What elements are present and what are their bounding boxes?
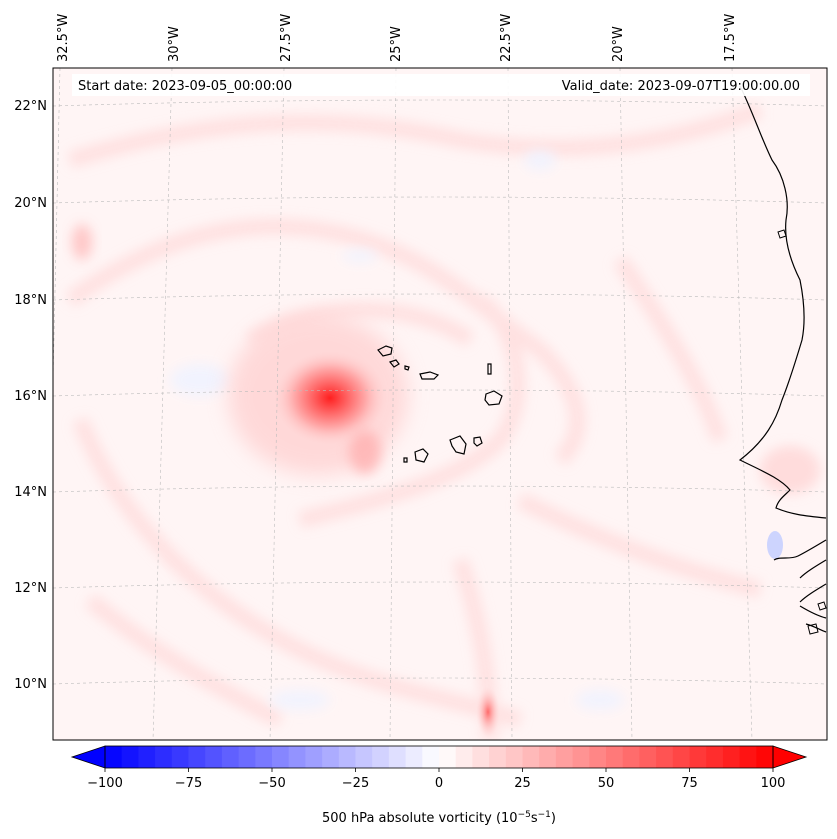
- colorbar-segment: [138, 746, 156, 768]
- lon-label: 20°W: [611, 26, 626, 62]
- colorbar-segment: [338, 746, 356, 768]
- colorbar-tick-label: 25: [514, 776, 531, 791]
- colorbar-tick-label: 0: [435, 776, 443, 791]
- lon-label: 32.5°W: [56, 14, 71, 62]
- map-frame: [52, 67, 828, 741]
- lat-label: 12°N: [14, 581, 47, 596]
- start-date-label: Start date: 2023-09-05_00:00:00: [78, 79, 292, 94]
- colorbar-segment: [739, 746, 757, 768]
- colorbar-segment: [121, 746, 139, 768]
- colorbar-segment: [155, 746, 173, 768]
- northwest-max: [72, 224, 92, 260]
- coastal-negative: [767, 531, 783, 559]
- colorbar-segment: [171, 746, 189, 768]
- lat-label: 10°N: [14, 677, 47, 692]
- colorbar-segment: [589, 746, 607, 768]
- colorbar-tick-label: 100: [761, 776, 786, 791]
- colorbar-tick-label: 75: [681, 776, 698, 791]
- vorticity-field: [53, 68, 827, 740]
- colorbar-segment: [505, 746, 523, 768]
- colorbar-segment: [472, 746, 490, 768]
- lon-label: 17.5°W: [723, 14, 738, 62]
- colorbar-segment: [756, 746, 774, 768]
- colorbar-segment: [639, 746, 657, 768]
- colorbar-tick-label: −75: [175, 776, 202, 791]
- colorbar-segment: [555, 746, 573, 768]
- date-banner: [72, 74, 810, 96]
- lon-label: 25°W: [389, 26, 404, 62]
- colorbar-segment: [489, 746, 507, 768]
- cyclone-tail: [349, 430, 381, 474]
- colorbar-segment: [188, 746, 206, 768]
- africa-islands: [777, 229, 827, 635]
- colorbar-segment: [255, 746, 273, 768]
- graticule: [53, 68, 827, 740]
- colorbar-segment: [622, 746, 640, 768]
- colorbar-segment: [706, 746, 724, 768]
- valid-date-label: Valid_date: 2023-09-07T19:00:00.00: [562, 79, 800, 94]
- colorbar-segments: [105, 746, 774, 768]
- colorbar-extend-max: [772, 745, 808, 769]
- colorbar-segment: [205, 746, 223, 768]
- colorbar-segment: [522, 746, 540, 768]
- colorbar-segment: [105, 746, 123, 768]
- lon-label: 27.5°W: [279, 14, 294, 62]
- colorbar-tick-label: −100: [87, 776, 123, 791]
- longitude-labels: 32.5°W 30°W 27.5°W 25°W 22.5°W 20°W 17.5…: [56, 14, 738, 62]
- colorbar-segment: [305, 746, 323, 768]
- lat-label: 18°N: [14, 293, 47, 308]
- lat-label: 20°N: [14, 196, 47, 211]
- lat-label: 14°N: [14, 485, 47, 500]
- cape-verde-islands: [377, 345, 503, 463]
- colorbar-segment: [355, 746, 373, 768]
- lat-label: 22°N: [14, 99, 47, 114]
- africa-coastline: [738, 85, 827, 633]
- colorbar-segment: [221, 746, 239, 768]
- colorbar-segment: [288, 746, 306, 768]
- colorbar-segment: [388, 746, 406, 768]
- latitude-labels: 22°N 20°N 18°N 16°N 14°N 12°N 10°N: [14, 99, 47, 692]
- colorbar-segment: [656, 746, 674, 768]
- colorbar-segment: [439, 746, 457, 768]
- colorbar-segment: [422, 746, 440, 768]
- colorbar-tick-label: −50: [258, 776, 285, 791]
- cyclone-core: [270, 348, 390, 448]
- colorbar-segment: [722, 746, 740, 768]
- colorbar-segment: [455, 746, 473, 768]
- coastal-positive: [760, 446, 820, 494]
- colorbar-extend-min: [70, 745, 106, 769]
- colorbar-segment: [322, 746, 340, 768]
- colorbar-title: 500 hPa absolute vorticity (10−5s−1): [322, 810, 556, 826]
- colorbar-ticks: −100 −75 −50 −25 0 25 50 75 100: [87, 768, 785, 791]
- weak-negative-patches: [170, 150, 624, 710]
- colorbar-segment: [672, 746, 690, 768]
- colorbar-segment: [372, 746, 390, 768]
- colorbar-tick-label: 50: [598, 776, 615, 791]
- lon-label: 30°W: [167, 26, 182, 62]
- lat-label: 16°N: [14, 389, 47, 404]
- southern-max: [476, 686, 500, 738]
- colorbar-segment: [606, 746, 624, 768]
- lon-label: 22.5°W: [499, 14, 514, 62]
- colorbar: −100 −75 −50 −25 0 25 50 75 100 500 hPa absolute…: [70, 745, 808, 826]
- colorbar-segment: [539, 746, 557, 768]
- colorbar-segment: [405, 746, 423, 768]
- colorbar-segment: [272, 746, 290, 768]
- colorbar-tick-label: −25: [342, 776, 369, 791]
- colorbar-segment: [238, 746, 256, 768]
- colorbar-segment: [689, 746, 707, 768]
- colorbar-segment: [572, 746, 590, 768]
